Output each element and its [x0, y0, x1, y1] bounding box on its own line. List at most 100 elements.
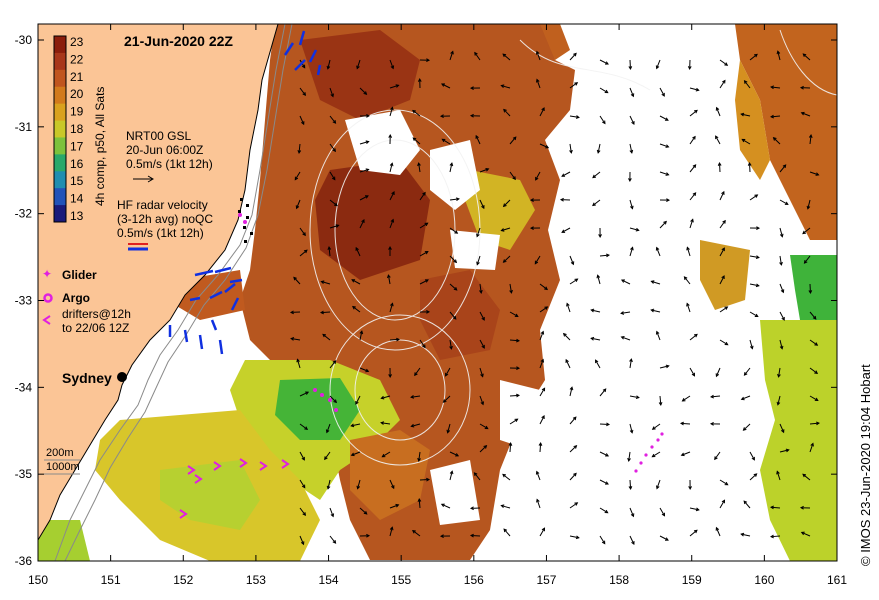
current-vector: [770, 115, 781, 118]
colorbar-swatch: [54, 205, 66, 223]
current-vector-head: [664, 117, 669, 121]
current-vector-head: [512, 136, 517, 141]
current-vector: [719, 306, 728, 313]
current-vector-head: [363, 510, 368, 515]
current-vector-head: [683, 276, 688, 280]
current-vector-head: [665, 172, 670, 176]
current-vector-head: [541, 387, 546, 392]
current-vector: [771, 86, 781, 89]
current-vector-head: [596, 149, 601, 154]
current-vector-head: [390, 106, 394, 111]
current-vector-head: [590, 308, 595, 313]
current-vector: [359, 87, 367, 95]
current-vector: [599, 507, 608, 514]
current-vector-head: [503, 108, 507, 113]
current-vector-head: [575, 115, 580, 119]
current-vector: [715, 135, 721, 145]
colorbar-tick-label: 17: [70, 139, 84, 153]
current-vector: [539, 283, 548, 290]
current-vector: [659, 87, 665, 97]
gsl-legend-line2: 20-Jun 06:00Z: [126, 143, 203, 157]
current-vector: [749, 339, 753, 349]
current-vector: [656, 59, 661, 69]
current-vector-head: [776, 470, 780, 475]
current-vector-head: [570, 261, 575, 266]
current-vector-head: [620, 279, 625, 283]
current-vector-head: [500, 228, 505, 232]
current-vector: [741, 395, 751, 400]
current-vector-head: [330, 93, 334, 98]
current-vector: [749, 255, 759, 259]
current-vector: [414, 367, 421, 376]
current-vector-head: [481, 205, 485, 210]
current-vector-head: [476, 261, 480, 266]
current-vector-head: [479, 289, 483, 294]
current-vector-head: [692, 192, 697, 197]
current-vector-head: [390, 302, 394, 307]
current-vector: [449, 471, 453, 481]
current-vector: [599, 535, 606, 544]
current-vector-head: [324, 456, 328, 461]
current-vector: [389, 479, 395, 489]
current-vector-head: [655, 65, 660, 70]
current-vector-head: [476, 233, 480, 238]
current-vector: [681, 451, 691, 456]
current-vector-head: [301, 64, 306, 69]
current-vector: [291, 338, 301, 341]
current-vector: [418, 163, 421, 173]
current-vector: [502, 53, 511, 61]
current-vector-head: [302, 512, 306, 517]
current-vector: [569, 473, 577, 481]
y-tick-label: -36: [15, 554, 33, 568]
current-vector: [599, 451, 609, 457]
current-vector-head: [300, 541, 305, 546]
current-vector-head: [453, 259, 458, 264]
current-vector: [569, 416, 577, 425]
current-vector: [599, 115, 606, 124]
current-vector-head: [483, 445, 488, 449]
sydney-marker: [117, 372, 127, 382]
current-vector-head: [806, 205, 811, 210]
colorbar-swatch: [54, 137, 66, 155]
current-vector: [503, 199, 511, 207]
current-vector: [656, 331, 661, 341]
current-vector: [659, 507, 665, 517]
current-vector: [801, 532, 811, 537]
current-vector: [629, 395, 639, 399]
current-vector-head: [651, 426, 656, 430]
current-vector-head: [388, 133, 393, 138]
plot-border: [37, 23, 838, 562]
current-vector-head: [449, 470, 454, 475]
current-vector-head: [598, 234, 602, 239]
current-vector-head: [780, 429, 785, 434]
current-vector-head: [814, 342, 819, 346]
hf-radar-vectors: [168, 30, 322, 355]
current-vector-head: [721, 190, 725, 195]
current-vector-head: [635, 395, 640, 400]
current-vector: [381, 395, 391, 399]
x-tick-label: 155: [391, 573, 411, 587]
current-vector: [741, 113, 751, 117]
current-vector: [479, 395, 484, 405]
current-vector-head: [304, 426, 309, 430]
current-vector: [621, 336, 631, 341]
current-vector: [680, 422, 691, 425]
argo-legend-label: Argo: [62, 291, 90, 305]
x-axis: 150 151 152 153 154 155 156 157 158 159 160 161: [28, 24, 847, 587]
current-vector: [779, 227, 783, 237]
current-vector-head: [566, 302, 570, 307]
current-vector: [536, 79, 541, 89]
current-vector-head: [544, 306, 549, 310]
current-vector-head: [417, 162, 421, 167]
y-tick-label: -35: [15, 467, 33, 481]
current-vector: [329, 87, 334, 97]
current-vector-head: [350, 452, 355, 457]
current-vector: [503, 255, 511, 263]
colorbar-tick-label: 13: [70, 209, 84, 223]
current-vector: [749, 451, 755, 461]
current-vector: [629, 479, 632, 490]
current-vector-head: [742, 427, 747, 431]
current-vector-head: [776, 50, 781, 55]
current-vector-head: [692, 164, 697, 169]
current-vector-head: [302, 92, 307, 97]
